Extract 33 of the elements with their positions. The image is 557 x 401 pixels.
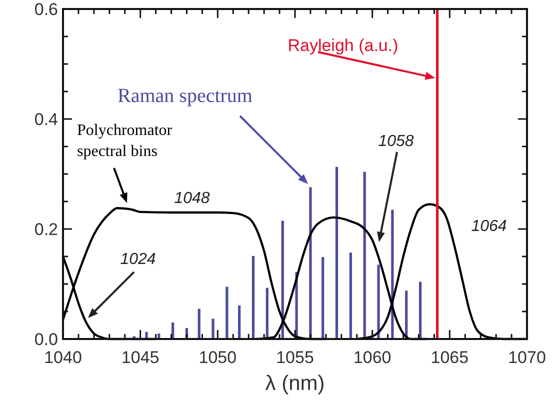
y-tick-label: 0.2 [34,220,58,239]
y-tick-label: 0.4 [34,110,58,129]
bar [335,166,338,339]
text: 1058 [378,133,414,150]
x-tick-label: 1045 [121,348,160,367]
bar [377,264,380,339]
y-tick-label: 0.6 [34,0,58,19]
bar [145,332,148,339]
series-label: 1064 [471,218,507,235]
bar [322,257,324,339]
bar [349,252,352,339]
bar [309,187,312,339]
text: 1024 [120,251,156,268]
x-axis-title: λ (nm) [265,372,325,395]
x-tick-label: 1055 [276,348,314,367]
bar [226,286,228,339]
ref-line-label: Rayleigh (a.u.) [288,36,398,55]
bar [198,308,200,339]
text: Raman spectrum [118,85,253,107]
x-tick-label: 1050 [198,348,237,367]
y-tick-label: 0.0 [34,330,58,349]
bar [418,282,422,339]
x-tick-label: 1060 [353,348,392,367]
bar [266,288,268,339]
bar [252,256,255,339]
bar [238,305,241,339]
bar [363,172,366,339]
bar [212,318,214,339]
annotation: Polychromator spectral bins [77,122,173,160]
series-label: 1048 [174,190,210,207]
x-tick-label: 1065 [430,348,469,367]
x-tick-label: 1070 [508,348,546,367]
x-tick-label: 1040 [44,348,82,367]
